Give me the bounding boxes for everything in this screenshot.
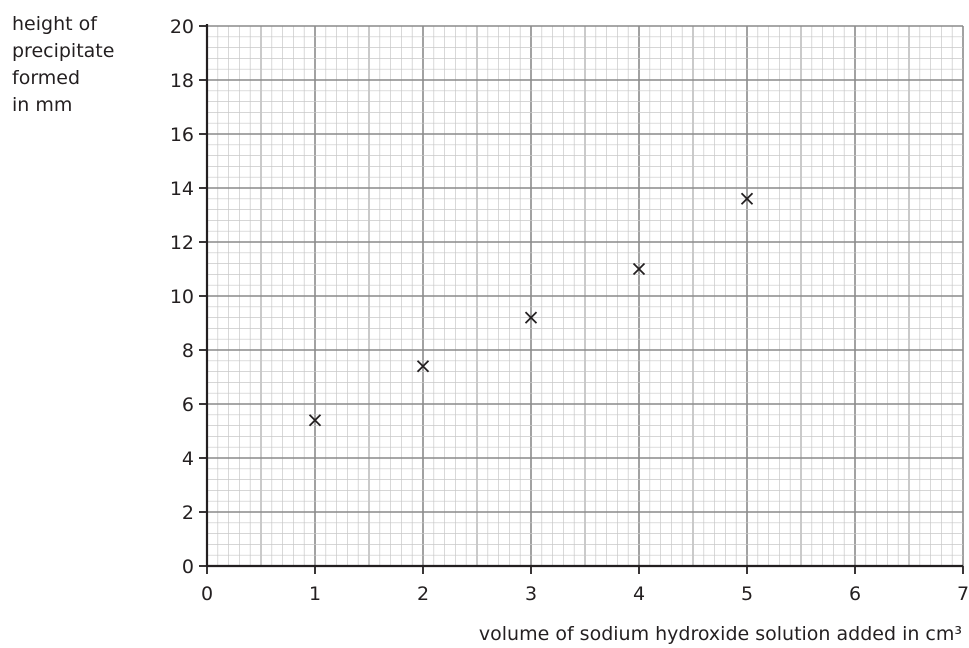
y-tick-label: 8 bbox=[182, 340, 194, 362]
y-axis-label-line: in mm bbox=[12, 94, 72, 116]
grid bbox=[206, 25, 964, 567]
x-axis-label: volume of sodium hydroxide solution adde… bbox=[479, 623, 962, 645]
y-tick-label: 6 bbox=[182, 394, 194, 416]
data-point bbox=[740, 192, 754, 205]
y-axis-label-line: height of bbox=[12, 13, 98, 35]
data-point-stroke bbox=[308, 414, 322, 427]
data-point bbox=[524, 311, 538, 324]
y-tick-label: 20 bbox=[170, 16, 194, 38]
y-tick-label: 12 bbox=[170, 232, 194, 254]
y-tick-label: 2 bbox=[182, 502, 194, 524]
data-point bbox=[632, 262, 646, 276]
data-point bbox=[416, 360, 430, 373]
data-point-stroke bbox=[632, 262, 646, 276]
x-tick-label: 3 bbox=[525, 583, 537, 605]
x-tick-label: 4 bbox=[633, 583, 645, 605]
y-axis-label-line: precipitate bbox=[12, 40, 114, 62]
x-tick-label: 2 bbox=[417, 583, 429, 605]
y-tick-label: 14 bbox=[170, 178, 194, 200]
y-tick-label: 10 bbox=[170, 286, 194, 308]
y-tick-label: 0 bbox=[182, 556, 194, 578]
y-tick-label: 18 bbox=[170, 70, 194, 92]
x-tick-label: 1 bbox=[309, 583, 321, 605]
x-tick-label: 6 bbox=[849, 583, 861, 605]
axes bbox=[205, 24, 963, 568]
x-tick-label: 5 bbox=[741, 583, 753, 605]
data-points bbox=[308, 192, 754, 427]
x-tick-label: 0 bbox=[201, 583, 213, 605]
data-point-stroke bbox=[524, 311, 538, 324]
y-tick-label: 16 bbox=[170, 124, 194, 146]
y-axis-label: height of precipitate formed in mm bbox=[12, 13, 121, 116]
x-tick-label: 7 bbox=[957, 583, 969, 605]
data-point bbox=[308, 414, 322, 427]
y-tick-label: 4 bbox=[182, 448, 194, 470]
data-point-stroke bbox=[416, 360, 430, 373]
data-point-stroke bbox=[740, 192, 754, 205]
y-axis-label-line: formed bbox=[12, 67, 80, 89]
